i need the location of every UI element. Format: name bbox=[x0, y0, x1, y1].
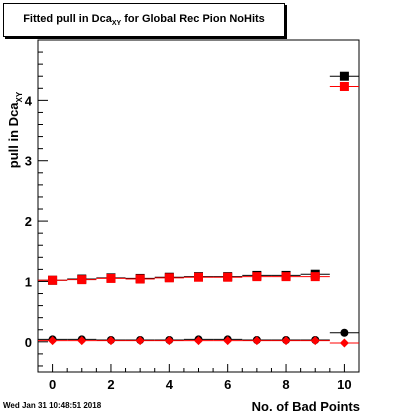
y-tick-label: 1 bbox=[25, 274, 32, 289]
data-point-diamond bbox=[164, 336, 174, 346]
data-point-circle bbox=[340, 328, 349, 337]
data-point-diamond bbox=[194, 336, 203, 346]
data-point-square bbox=[135, 274, 145, 284]
data-point-square bbox=[339, 71, 349, 81]
chart-title-subscript: XY bbox=[111, 20, 122, 28]
y-axis-ticks: 0 1 2 3 4 bbox=[25, 51, 48, 367]
x-tick-label: 6 bbox=[224, 377, 231, 392]
series-3 bbox=[38, 336, 359, 348]
data-point-diamond bbox=[223, 336, 233, 346]
date-stamp: Wed Jan 31 10:48:51 2018 bbox=[3, 401, 102, 410]
chart-title: Fitted pull in DcaXY for Global Rec Pion… bbox=[4, 13, 284, 27]
data-point-square bbox=[281, 272, 291, 282]
data-point-square bbox=[106, 273, 116, 283]
y-tick-label: 4 bbox=[25, 93, 33, 108]
x-tick-label: 2 bbox=[107, 377, 114, 392]
series-1 bbox=[38, 81, 359, 285]
data-point-diamond bbox=[106, 336, 116, 346]
data-point-diamond bbox=[310, 336, 320, 346]
y-tick-label: 2 bbox=[25, 214, 32, 229]
data-point-square bbox=[164, 273, 174, 283]
x-axis-ticks: 0 2 4 6 8 10 bbox=[49, 364, 352, 392]
data-point-square bbox=[339, 81, 349, 91]
chart-title-box: Fitted pull in DcaXY for Global Rec Pion… bbox=[3, 3, 285, 37]
data-point-diamond bbox=[48, 336, 58, 346]
data-point-square bbox=[48, 275, 58, 285]
series-0 bbox=[38, 71, 359, 285]
data-point-diamond bbox=[252, 336, 262, 346]
plot-area-border bbox=[37, 39, 360, 373]
data-point-diamond bbox=[281, 336, 291, 346]
data-point-square bbox=[77, 275, 87, 285]
data-point-diamond bbox=[77, 336, 87, 346]
x-tick-label: 10 bbox=[337, 377, 351, 392]
data-point-square bbox=[310, 272, 320, 282]
x-axis-label: No. of Bad Points bbox=[252, 399, 360, 414]
plot-frame bbox=[37, 39, 360, 373]
data-point-square bbox=[252, 272, 262, 282]
y-tick-label: 3 bbox=[25, 154, 32, 169]
data-point-diamond bbox=[339, 338, 349, 348]
data-point-square bbox=[223, 272, 233, 282]
data-point-square bbox=[194, 272, 203, 282]
data-point-diamond bbox=[135, 336, 145, 346]
y-tick-label: 0 bbox=[25, 335, 32, 350]
x-tick-label: 0 bbox=[49, 377, 56, 392]
series-layer bbox=[38, 71, 359, 348]
chart-title-main: Fitted pull in Dca bbox=[23, 13, 112, 25]
x-tick-label: 8 bbox=[282, 377, 289, 392]
x-tick-label: 4 bbox=[166, 377, 174, 392]
chart-title-rest: for Global Rec Pion NoHits bbox=[121, 13, 265, 25]
y-axis-label: pull in DcaXY bbox=[6, 91, 24, 168]
